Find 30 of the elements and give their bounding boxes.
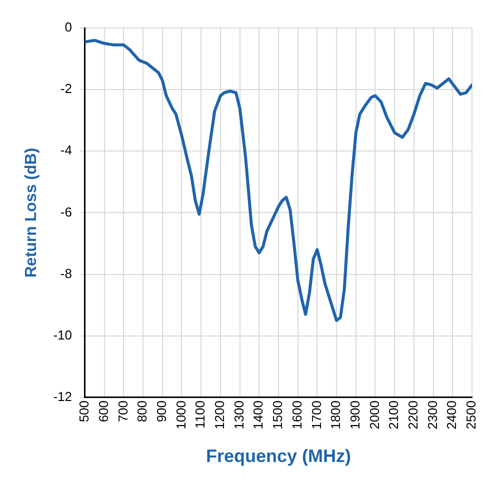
x-tick-label: 1800: [328, 400, 344, 430]
x-axis-title: Frequency (MHz): [206, 446, 352, 466]
x-tick-label: 1900: [347, 400, 362, 430]
y-tick-label: -4: [60, 142, 72, 158]
x-tick-label: 1100: [192, 400, 208, 428]
y-axis-title: Return Loss (dB): [23, 148, 40, 278]
x-tick-label: 2400: [444, 400, 460, 430]
x-tick-label: 2300: [424, 400, 440, 430]
y-tick-label: -10: [53, 327, 72, 342]
x-tick-label: 700: [115, 400, 130, 422]
x-tick-label: 1300: [231, 400, 246, 430]
x-tick-label: 1500: [270, 400, 286, 430]
y-tick-label: -8: [60, 266, 72, 281]
y-tick-label: -2: [60, 81, 72, 96]
y-tick-label: -6: [60, 204, 72, 220]
x-tick-label: 1200: [212, 400, 228, 430]
x-tick-label: 2100: [386, 400, 402, 430]
x-tick-label: 2200: [406, 400, 421, 430]
x-tick-label: 2000: [366, 400, 382, 430]
x-tick-label: 1600: [289, 400, 304, 430]
y-tick-label: 0: [64, 20, 72, 35]
x-tick-label: 800: [134, 400, 150, 422]
x-tick-label: 1400: [250, 400, 266, 430]
x-tick-label: 500: [76, 400, 92, 422]
y-tick-label: -12: [53, 389, 72, 404]
x-tick-label: 2500: [464, 400, 479, 430]
x-tick-label: 600: [96, 400, 111, 422]
x-tick-label: 1000: [173, 400, 188, 430]
x-tick-label: 1700: [308, 400, 324, 430]
x-tick-label: 900: [154, 400, 169, 422]
